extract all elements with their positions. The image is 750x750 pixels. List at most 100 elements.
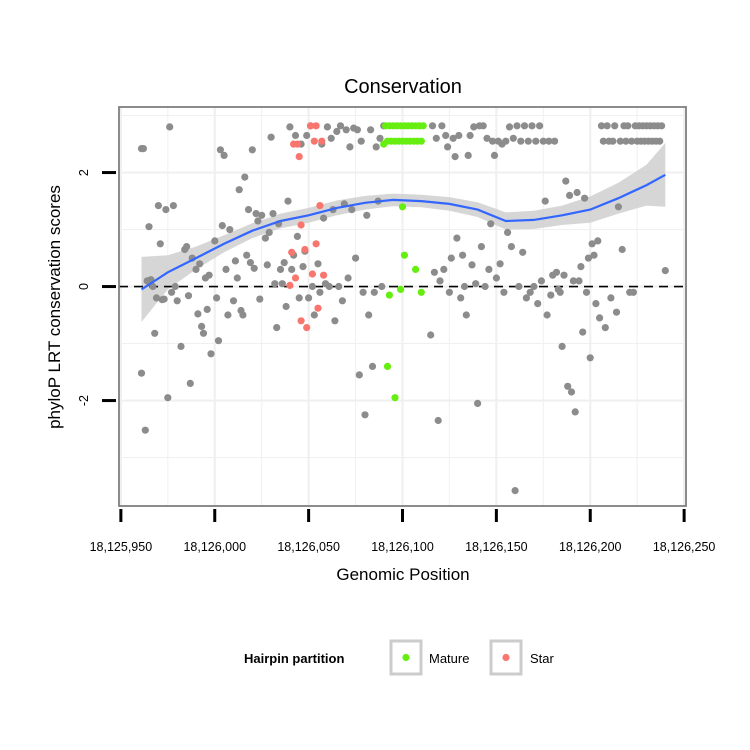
data-point-mature xyxy=(417,137,425,145)
data-point-other xyxy=(295,294,303,302)
grid-lines xyxy=(119,107,686,506)
data-point-other xyxy=(449,134,457,142)
data-point-star xyxy=(312,240,320,248)
data-point-other xyxy=(607,294,615,302)
data-point-other xyxy=(214,337,223,345)
x-tick-label: 18,126,200 xyxy=(559,540,622,554)
data-point-other xyxy=(558,342,566,350)
data-point-other xyxy=(562,177,570,185)
y-tick-label: -2 xyxy=(77,395,91,406)
data-point-other xyxy=(331,317,339,325)
data-point-other xyxy=(582,288,591,296)
data-point-star xyxy=(320,271,328,279)
data-point-other xyxy=(145,223,153,231)
data-point-other xyxy=(173,297,181,305)
y-axis: -2 0 2 xyxy=(77,169,116,406)
data-point-other xyxy=(186,379,194,387)
data-point-other xyxy=(160,295,168,303)
data-point-other xyxy=(357,137,365,145)
data-point-mature xyxy=(385,291,393,299)
data-point-other xyxy=(288,265,296,273)
data-point-other xyxy=(444,143,452,151)
data-point-other xyxy=(500,288,508,296)
data-point-other xyxy=(335,282,343,291)
data-point-other xyxy=(368,362,377,370)
data-point-other xyxy=(192,265,200,273)
data-point-other xyxy=(502,137,510,145)
data-point-other xyxy=(372,143,380,151)
legend-label-star: Star xyxy=(530,651,555,666)
x-tick-label: 18,125,950 xyxy=(90,540,153,554)
data-point-other xyxy=(376,134,384,142)
data-point-other xyxy=(333,127,341,136)
data-point-other xyxy=(252,210,260,218)
data-point-star xyxy=(297,317,305,325)
data-point-other xyxy=(447,254,455,262)
data-point-other xyxy=(305,294,313,302)
data-point-other xyxy=(168,288,176,296)
data-point-other xyxy=(256,295,264,303)
data-point-other xyxy=(569,277,578,285)
data-point-other xyxy=(139,145,147,153)
data-point-other xyxy=(526,288,534,296)
data-point-other xyxy=(460,282,469,291)
data-point-mature xyxy=(419,122,427,130)
data-point-other xyxy=(205,271,213,279)
data-point-other xyxy=(537,277,546,285)
data-point-other xyxy=(154,202,162,210)
data-point-star xyxy=(314,304,322,312)
data-point-other xyxy=(560,271,568,279)
data-point-other xyxy=(156,240,164,248)
data-point-other xyxy=(483,134,491,142)
data-point-other xyxy=(355,371,363,379)
data-point-other xyxy=(207,350,215,358)
data-point-star xyxy=(312,122,320,130)
data-point-other xyxy=(453,234,461,242)
data-point-other xyxy=(184,292,193,300)
data-point-other xyxy=(513,122,521,130)
data-point-other xyxy=(661,267,669,275)
legend-key-mature xyxy=(389,639,423,676)
data-point-other xyxy=(299,263,307,271)
data-point-star xyxy=(306,122,315,130)
data-point-other xyxy=(303,131,311,140)
data-point-other xyxy=(581,194,589,202)
data-point-other xyxy=(438,122,446,130)
data-point-other xyxy=(316,288,324,296)
data-point-other xyxy=(517,137,525,145)
data-point-other xyxy=(352,254,360,262)
data-point-other xyxy=(601,324,609,332)
data-point-other xyxy=(365,311,373,319)
data-point-other xyxy=(261,234,269,242)
data-point-other xyxy=(566,191,574,199)
data-point-other xyxy=(547,291,555,299)
data-point-other xyxy=(363,211,371,219)
data-point-star xyxy=(293,140,301,148)
data-point-other xyxy=(571,408,579,416)
data-point-other xyxy=(532,137,540,145)
data-point-other xyxy=(177,342,185,350)
data-point-other xyxy=(577,263,585,271)
x-tick-label: 18,126,150 xyxy=(465,540,528,554)
data-point-other xyxy=(370,288,378,296)
legend-item-star: Star xyxy=(489,639,555,676)
data-point-other xyxy=(455,131,463,140)
data-point-other xyxy=(199,329,208,337)
data-point-other xyxy=(462,311,470,319)
data-point-other xyxy=(507,243,515,251)
data-point-mature xyxy=(412,265,420,273)
data-point-other xyxy=(198,322,206,330)
data-point-other xyxy=(519,248,527,256)
data-point-other xyxy=(211,237,219,245)
data-point-other xyxy=(543,311,551,319)
data-point-other xyxy=(509,134,517,142)
data-point-other xyxy=(216,146,224,154)
data-point-other xyxy=(222,265,230,273)
data-point-other xyxy=(243,251,251,259)
data-point-other xyxy=(336,122,345,130)
data-point-other xyxy=(327,134,335,142)
data-point-other xyxy=(479,122,487,130)
data-point-other xyxy=(338,297,346,305)
data-point-other xyxy=(282,302,290,311)
data-point-other xyxy=(490,151,499,159)
